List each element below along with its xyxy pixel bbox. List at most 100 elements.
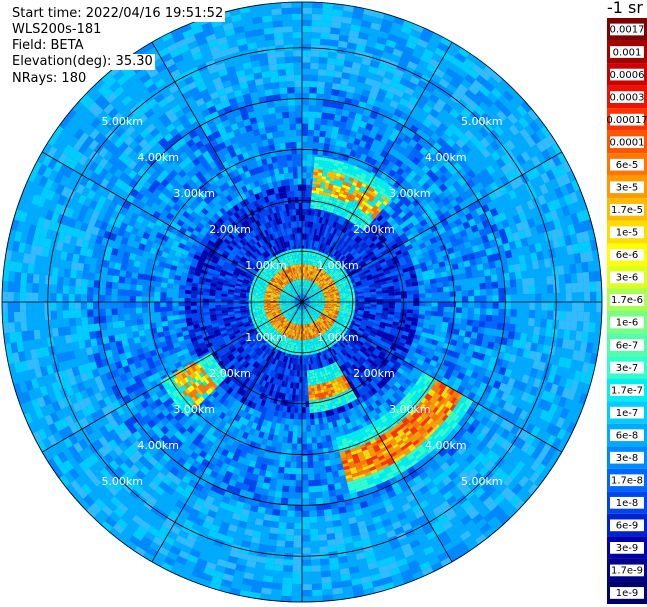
- colorbar-tick-label: 1.7e-5: [611, 205, 643, 216]
- colorbar-tick-box: [610, 46, 644, 58]
- colorbar-tick-label: 3e-6: [616, 273, 639, 284]
- azimuth-spoke: [151, 301, 303, 563]
- range-ring-label: 4.00km: [425, 439, 467, 452]
- colorbar-tick-label: 6e-7: [616, 340, 639, 351]
- colorbar-tick-label: 6e-8: [616, 430, 639, 441]
- colorbar-tick-box: [610, 271, 644, 284]
- range-ring-label: 3.00km: [173, 403, 215, 416]
- azimuth-spoke: [151, 41, 303, 303]
- colorbar-unit-label: -1 sr: [607, 0, 643, 17]
- colorbar-tick-box: [610, 429, 644, 442]
- colorbar-tick-label: 1.7e-6: [611, 295, 643, 306]
- range-ring: [98, 98, 506, 506]
- range-ring-label: 5.00km: [101, 475, 143, 488]
- colorbar-tick-label: 1.7e-7: [611, 385, 643, 396]
- azimuth-spoke: [301, 151, 563, 303]
- colorbar-tick-box: [610, 316, 644, 329]
- colorbar-tick-label: 1.7e-9: [611, 566, 643, 577]
- colorbar-tick-box: [610, 339, 644, 351]
- colorbar-tick-label: 1e-5: [616, 228, 639, 239]
- colorbar-tick-label: 0.00017: [607, 115, 647, 126]
- field-label: Field: BETA: [10, 38, 86, 54]
- colorbar-tick-box: [610, 113, 644, 126]
- azimuth-spoke: [301, 301, 453, 563]
- colorbar-tick-box: [610, 451, 644, 464]
- colorbar-tick-box: [610, 23, 644, 36]
- colorbar-tick-box: [610, 181, 644, 194]
- colorbar: 0.0017 0.001 0.0006 0.0003 0.00017 0.0001 6e-5…: [607, 18, 647, 604]
- colorbar-tick-label: 3e-9: [616, 543, 639, 554]
- colorbar-tick-label: 1e-7: [616, 408, 639, 419]
- colorbar-tick-box: [610, 136, 644, 149]
- range-ring-label: 2.00km: [209, 367, 251, 380]
- colorbar-tick-box: [610, 361, 644, 374]
- azimuth-spoke: [301, 41, 453, 303]
- range-ring-label: 5.00km: [461, 115, 503, 128]
- colorbar-tick-box: [610, 226, 644, 239]
- azimuth-spoke: [41, 301, 303, 453]
- range-ring-label: 1.00km: [245, 259, 287, 272]
- range-ring-label: 5.00km: [461, 475, 503, 488]
- colorbar-tick-box: [610, 249, 644, 261]
- colorbar-tick-box: [610, 68, 644, 81]
- colorbar-tick-box: [610, 406, 644, 419]
- range-ring-label: 1.00km: [317, 331, 359, 344]
- start-time-label: Start time: 2022/04/16 19:51:52: [10, 6, 226, 22]
- colorbar-tick-box: [610, 474, 644, 487]
- feature-near-range-ring: [248, 248, 356, 356]
- range-ring-label: 3.00km: [389, 403, 431, 416]
- colorbar-tick-label: 3e-5: [616, 182, 639, 193]
- colorbar-tick-box: [610, 564, 644, 577]
- range-ring-label: 4.00km: [137, 439, 179, 452]
- range-ring: [199, 199, 405, 405]
- feature-S-arc: [306, 361, 358, 414]
- range-ring-label: 2.00km: [353, 223, 395, 236]
- range-gates: [1, 1, 603, 603]
- colorbar-tick-box: [610, 496, 644, 509]
- colorbar-tick-label: 0.0006: [610, 70, 645, 81]
- instrument-label: WLS200s-181: [10, 22, 104, 38]
- range-ring-label: 3.00km: [389, 187, 431, 200]
- range-ring-label: 5.00km: [101, 115, 143, 128]
- colorbar-tick-label: 1e-6: [616, 318, 639, 329]
- colorbar-tick-label: 0.001: [613, 47, 642, 58]
- colorbar-tick-label: 6e-6: [616, 250, 639, 261]
- range-ring-label: 4.00km: [137, 151, 179, 164]
- range-ring-label: 2.00km: [209, 223, 251, 236]
- colorbar-tick-label: 1e-9: [616, 588, 639, 599]
- range-ring-label: 4.00km: [425, 151, 467, 164]
- ppi-plot: 1.00km 1.00km 1.00km 1.00km 2.00km 2.00km 2.00…: [1, 1, 603, 603]
- colorbar-tick-label: 3e-8: [616, 453, 639, 464]
- colorbar-tick-label: 3e-7: [616, 363, 639, 374]
- feature-N-arc: [310, 156, 398, 232]
- colorbar-tick-label: 6e-9: [616, 521, 639, 532]
- feature-SW-patch: [160, 352, 229, 417]
- colorbar-tick-box: [610, 158, 644, 171]
- colorbar-tick-box: [610, 542, 644, 554]
- colorbar-tick-box: [610, 203, 644, 216]
- range-ring-label: 1.00km: [317, 259, 359, 272]
- colorbar-tick-label: 0.0001: [610, 137, 645, 148]
- colorbar-tick-box: [610, 294, 644, 306]
- azimuth-spoke: [301, 301, 563, 453]
- colorbar-tick-box: [610, 519, 644, 532]
- feature-SE-arc: [335, 371, 474, 494]
- range-ring-label: 3.00km: [173, 187, 215, 200]
- range-ring-label: 2.00km: [353, 367, 395, 380]
- colorbar-tick-box: [610, 587, 644, 599]
- colorbar-tick-label: 0.0017: [610, 25, 645, 36]
- elevation-label: Elevation(deg): 35.30: [10, 54, 155, 70]
- colorbar-tick-box: [610, 91, 644, 103]
- colorbar-tick-label: 1.7e-8: [611, 475, 643, 486]
- range-ring: [250, 250, 354, 354]
- colorbar-tick-label: 1e-8: [616, 498, 639, 509]
- range-ring-label: 1.00km: [245, 331, 287, 344]
- polar-grid: [1, 1, 603, 603]
- colorbar-tick-label: 6e-5: [616, 160, 639, 171]
- range-ring: [149, 149, 455, 455]
- colorbar-tick-label: 0.0003: [610, 92, 645, 103]
- azimuth-spoke: [41, 151, 303, 303]
- nrays-label: NRays: 180: [10, 71, 89, 87]
- range-ring: [47, 47, 557, 557]
- colorbar-tick-box: [610, 384, 644, 396]
